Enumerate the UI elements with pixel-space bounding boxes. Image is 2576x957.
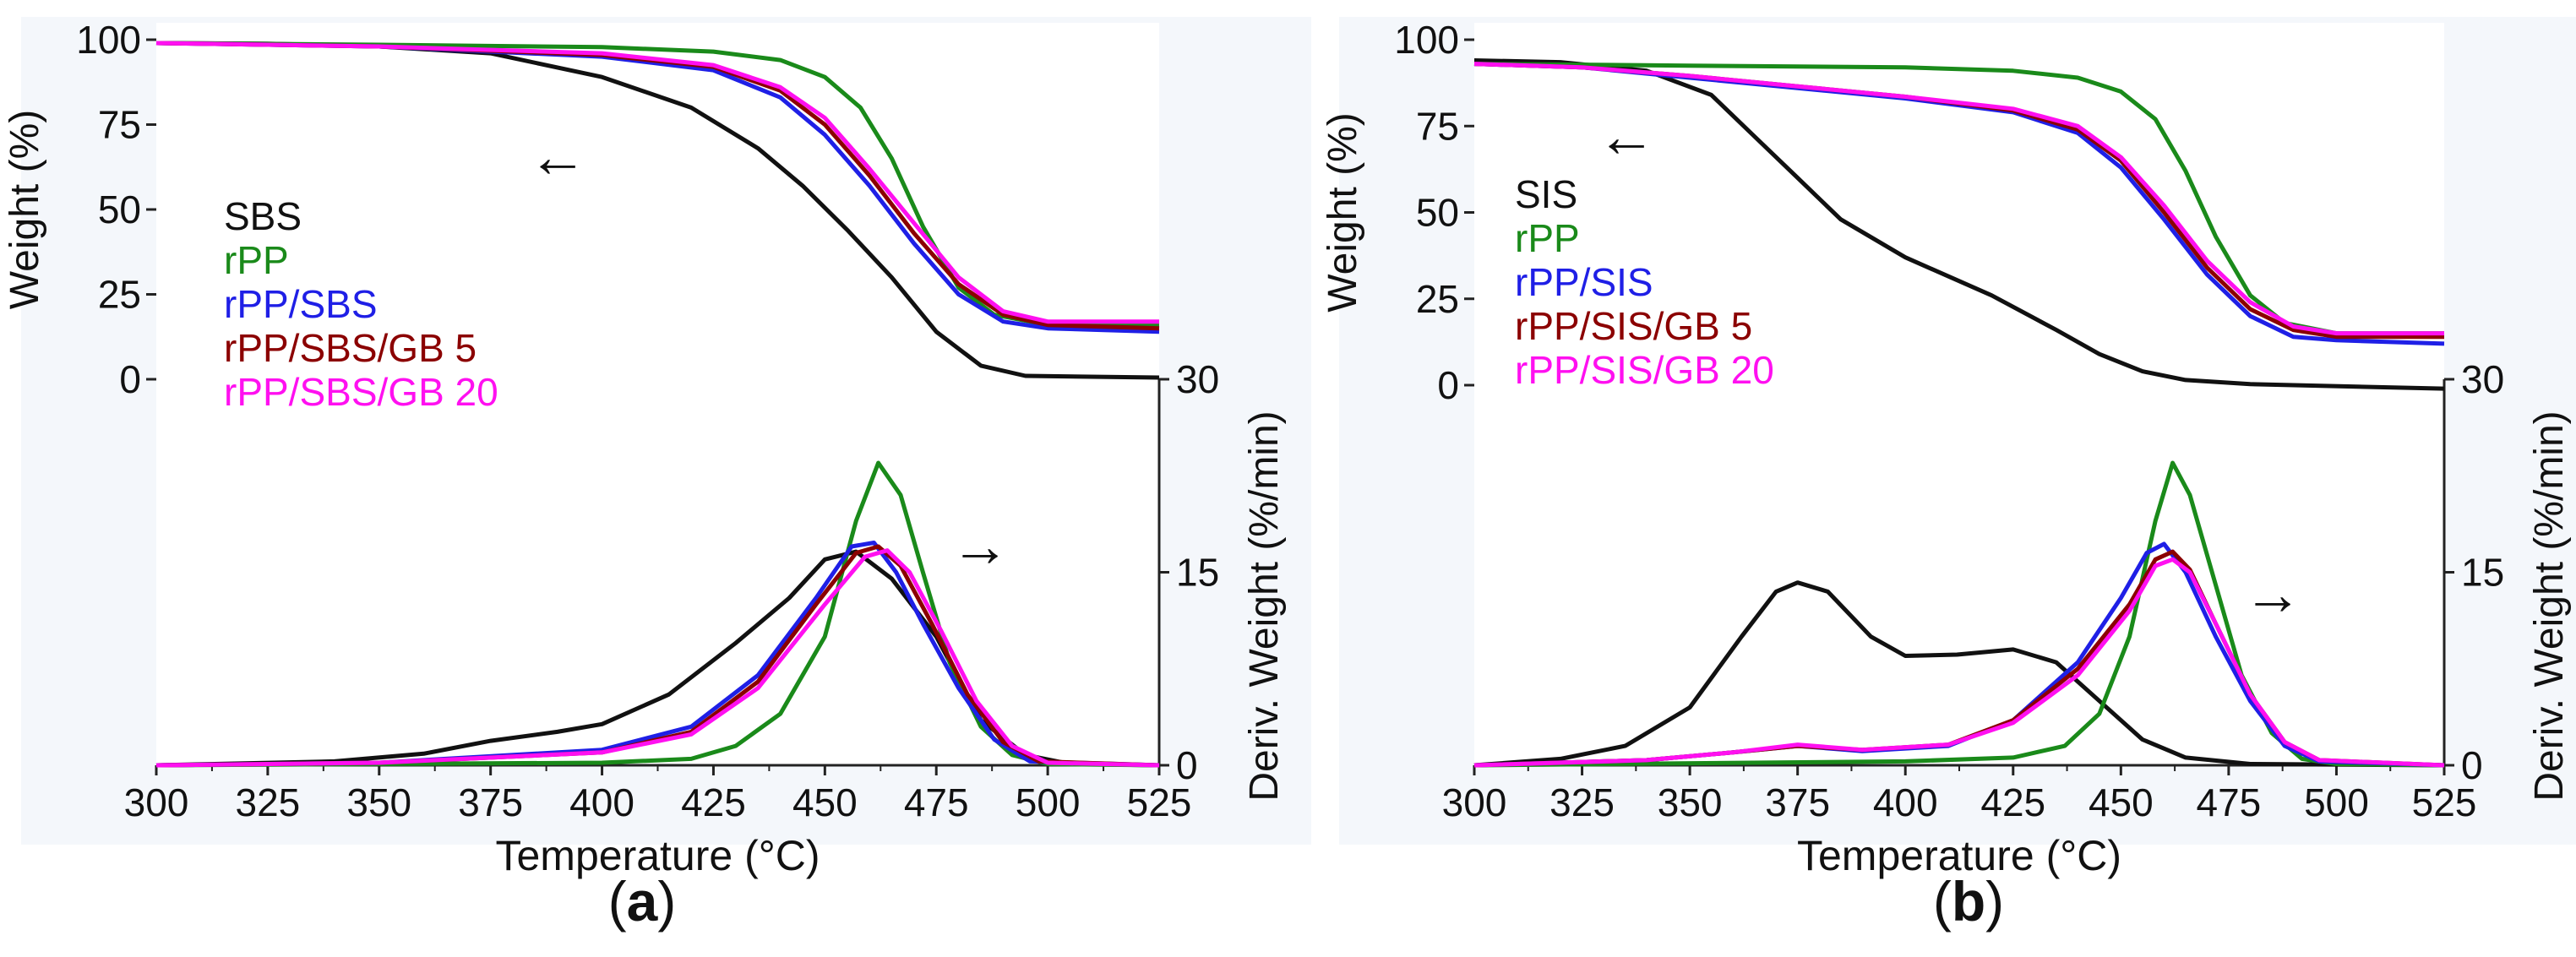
x-axis-title: Temperature (°C) (1797, 832, 2121, 879)
weight-line-sis (1473, 58, 2445, 391)
x-tick-label: 475 (2197, 780, 2262, 824)
weight-tick-label: 25 (98, 273, 141, 317)
deriv-curve-arrow: → (950, 513, 1010, 579)
x-tick-label: 400 (569, 780, 634, 824)
x-tick-label: 525 (1127, 780, 1192, 824)
x-tick-label: 375 (458, 780, 523, 824)
weight-tick-label: 100 (76, 18, 141, 62)
weight-line-rpp-sbs-gb-20 (155, 41, 1159, 324)
weight-axis-title: Weight (%) (3, 110, 47, 310)
legend-item-rpp: rPP (224, 238, 289, 282)
deriv-tick-label: 0 (2461, 743, 2483, 787)
weight-tick-label: 50 (98, 188, 141, 231)
weight-curve-arrow: ← (528, 123, 587, 189)
legend-item-rpp-sbs: rPP/SBS (224, 282, 378, 326)
x-tick-label: 450 (2089, 780, 2154, 824)
panel-label: (b) (1933, 870, 2004, 933)
x-tick-label: 350 (346, 780, 411, 824)
x-tick-label: 525 (2412, 780, 2477, 824)
legend-item-rpp-sbs-gb-5: rPP/SBS/GB 5 (224, 326, 477, 370)
x-tick-label: 375 (1765, 780, 1830, 824)
x-axis-title: Temperature (°C) (496, 832, 820, 879)
legend-item-rpp: rPP (1515, 216, 1580, 260)
deriv-axis-title: Deriv. Weight (%/min) (2527, 411, 2572, 801)
panel-a: 300 325 350 375 400 425 450 475 500 5250255075100… (3, 17, 1311, 933)
legend-item-rpp-sis: rPP/SIS (1515, 260, 1653, 304)
weight-tick-label: 75 (98, 103, 141, 147)
weight-tick-label: 0 (1437, 363, 1459, 407)
legend-item-rpp-sis-gb-5: rPP/SIS/GB 5 (1515, 304, 1752, 348)
x-tick-label: 400 (1873, 780, 1938, 824)
legend-item-rpp-sis-gb-20: rPP/SIS/GB 20 (1515, 348, 1774, 392)
deriv-line-rpp-sbs (155, 541, 1160, 768)
x-tick-label: 325 (1549, 780, 1615, 824)
deriv-tick-label: 15 (1176, 551, 1219, 595)
weight-axis-title: Weight (%) (1321, 112, 1365, 313)
x-tick-label: 325 (236, 780, 301, 824)
x-tick-label: 425 (681, 780, 746, 824)
weight-line-rpp-sis-gb-20 (1473, 62, 2444, 336)
panel-label: (a) (608, 870, 677, 933)
weight-curve-arrow: ← (1597, 103, 1656, 169)
x-tick-label: 475 (904, 780, 969, 824)
weight-tick-label: 100 (1394, 18, 1459, 62)
deriv-tick-label: 0 (1176, 743, 1198, 787)
weight-tick-label: 50 (1416, 191, 1459, 235)
legend-item-sis: SIS (1515, 172, 1577, 216)
panel-label-letter: b (1952, 870, 1985, 933)
legend-item-sbs: SBS (224, 194, 302, 238)
x-tick-label: 500 (2304, 780, 2369, 824)
deriv-line-rpp-sis-gb-20 (1473, 557, 2445, 768)
deriv-tick-label: 15 (2461, 551, 2504, 595)
deriv-line-sis (1473, 580, 2445, 768)
plot-area (1474, 23, 2444, 765)
x-tick-label: 300 (124, 780, 189, 824)
panel-label-open: ( (608, 870, 627, 933)
panel-label-close: ) (1985, 870, 2004, 933)
panel-label-letter: a (627, 870, 659, 933)
deriv-curve-arrow: → (2243, 561, 2302, 627)
x-tick-label: 450 (792, 780, 858, 824)
legend-item-rpp-sbs-gb-20: rPP/SBS/GB 20 (224, 370, 498, 414)
panel-label-close: ) (657, 870, 676, 933)
deriv-tick-label: 30 (2461, 357, 2504, 401)
panel-b: 300 325 350 375 400 425 450 475 500 5250255075100… (1321, 17, 2576, 933)
x-tick-label: 500 (1016, 780, 1081, 824)
x-tick-label: 425 (1980, 780, 2045, 824)
deriv-tick-label: 30 (1176, 357, 1219, 401)
deriv-axis-title: Deriv. Weight (%/min) (1242, 411, 1287, 801)
x-tick-label: 350 (1658, 780, 1723, 824)
deriv-line-rpp-sbs-gb-20 (155, 548, 1160, 768)
panel-label-open: ( (1933, 870, 1952, 933)
plot-area (156, 23, 1159, 765)
x-tick-label: 300 (1442, 780, 1507, 824)
weight-tick-label: 0 (119, 357, 141, 401)
weight-tick-label: 75 (1416, 104, 1459, 148)
weight-tick-label: 25 (1416, 277, 1459, 321)
